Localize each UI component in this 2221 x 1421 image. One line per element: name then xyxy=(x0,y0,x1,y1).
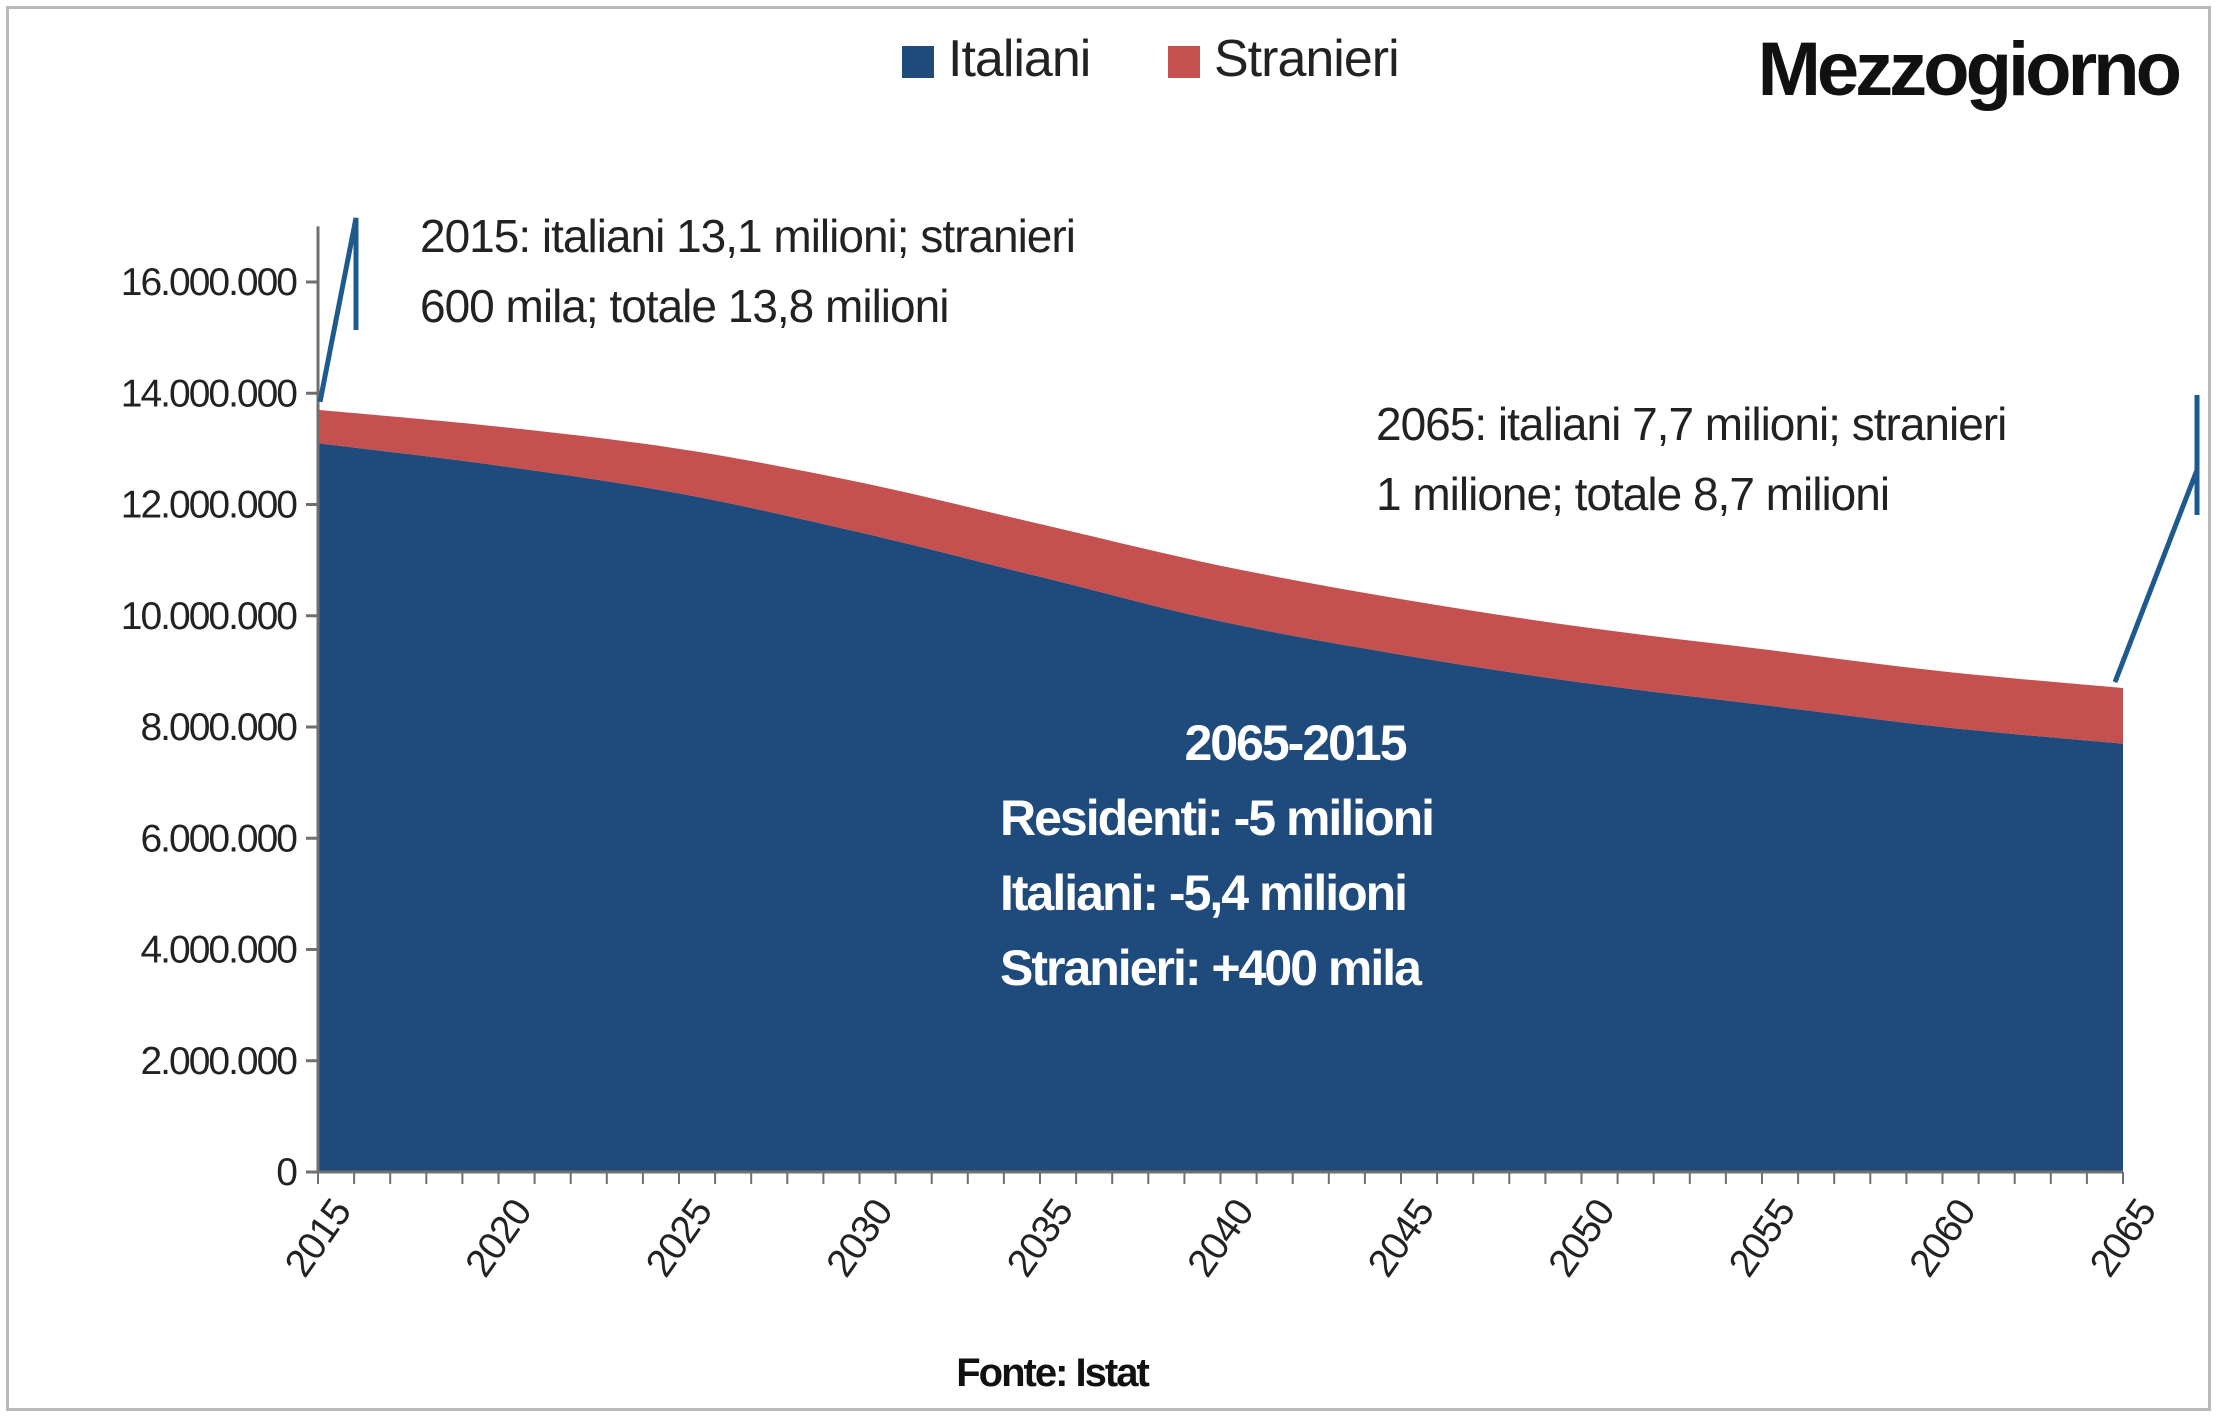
y-tick-label: 0 xyxy=(276,1151,297,1194)
callout-line-2065 xyxy=(2112,395,2200,684)
x-tick-label: 2040 xyxy=(1179,1192,1262,1285)
legend: Italiani Stranieri xyxy=(902,30,1400,88)
x-tick-label: 2035 xyxy=(999,1192,1082,1285)
y-tick-label: 2.000.000 xyxy=(140,1040,297,1083)
x-tick-label: 2055 xyxy=(1721,1192,1804,1285)
legend-label-stranieri: Stranieri xyxy=(1214,30,1399,88)
chart-title: Mezzogiorno xyxy=(1758,27,2180,112)
summary-line: Italiani: -5,4 milioni xyxy=(1000,865,1406,921)
area-italiani xyxy=(318,443,2123,1172)
area-stranieri xyxy=(318,409,2123,744)
legend-label-italiani: Italiani xyxy=(948,30,1090,88)
y-tick-label: 8.000.000 xyxy=(140,706,297,749)
summary-line: Residenti: -5 milioni xyxy=(1000,790,1433,846)
annotation-2015-line: 2015: italiani 13,1 milioni; stranieri xyxy=(420,210,1075,262)
y-tick-label: 14.000.000 xyxy=(121,372,298,415)
x-tick-label: 2045 xyxy=(1360,1192,1443,1285)
x-tick-label: 2020 xyxy=(457,1192,540,1285)
x-tick-label: 2030 xyxy=(818,1192,901,1285)
summary-line: Stranieri: +400 mila xyxy=(1000,940,1423,996)
chart-source: Fonte: Istat xyxy=(956,1351,1149,1395)
y-tick-label: 4.000.000 xyxy=(140,929,297,972)
annotation-2065-line: 1 milione; totale 8,7 milioni xyxy=(1376,468,1889,520)
annotation-2015-line: 600 mila; totale 13,8 milioni xyxy=(420,280,948,332)
y-tick-label: 10.000.000 xyxy=(121,595,298,638)
legend-swatch-stranieri xyxy=(1168,46,1200,78)
y-tick-label: 6.000.000 xyxy=(140,817,297,860)
x-tick-label: 2050 xyxy=(1540,1192,1623,1285)
x-tick-label: 2065 xyxy=(2082,1192,2165,1285)
y-tick-label: 12.000.000 xyxy=(121,484,298,527)
callout-line-2015 xyxy=(317,217,359,403)
callout-layer xyxy=(317,217,2200,684)
x-tick-label: 2060 xyxy=(1901,1192,1984,1285)
y-tick-label: 16.000.000 xyxy=(121,261,298,304)
x-tick-label: 2015 xyxy=(277,1192,360,1285)
label-layer: 2015: italiani 13,1 milioni; stranieri 60… xyxy=(420,210,2007,996)
legend-swatch-italiani xyxy=(902,46,934,78)
x-tick-label: 2025 xyxy=(638,1192,721,1285)
summary-heading: 2065-2015 xyxy=(1184,715,1406,771)
area-layer xyxy=(318,409,2123,1172)
annotation-2065-line: 2065: italiani 7,7 milioni; stranieri xyxy=(1376,398,2006,450)
